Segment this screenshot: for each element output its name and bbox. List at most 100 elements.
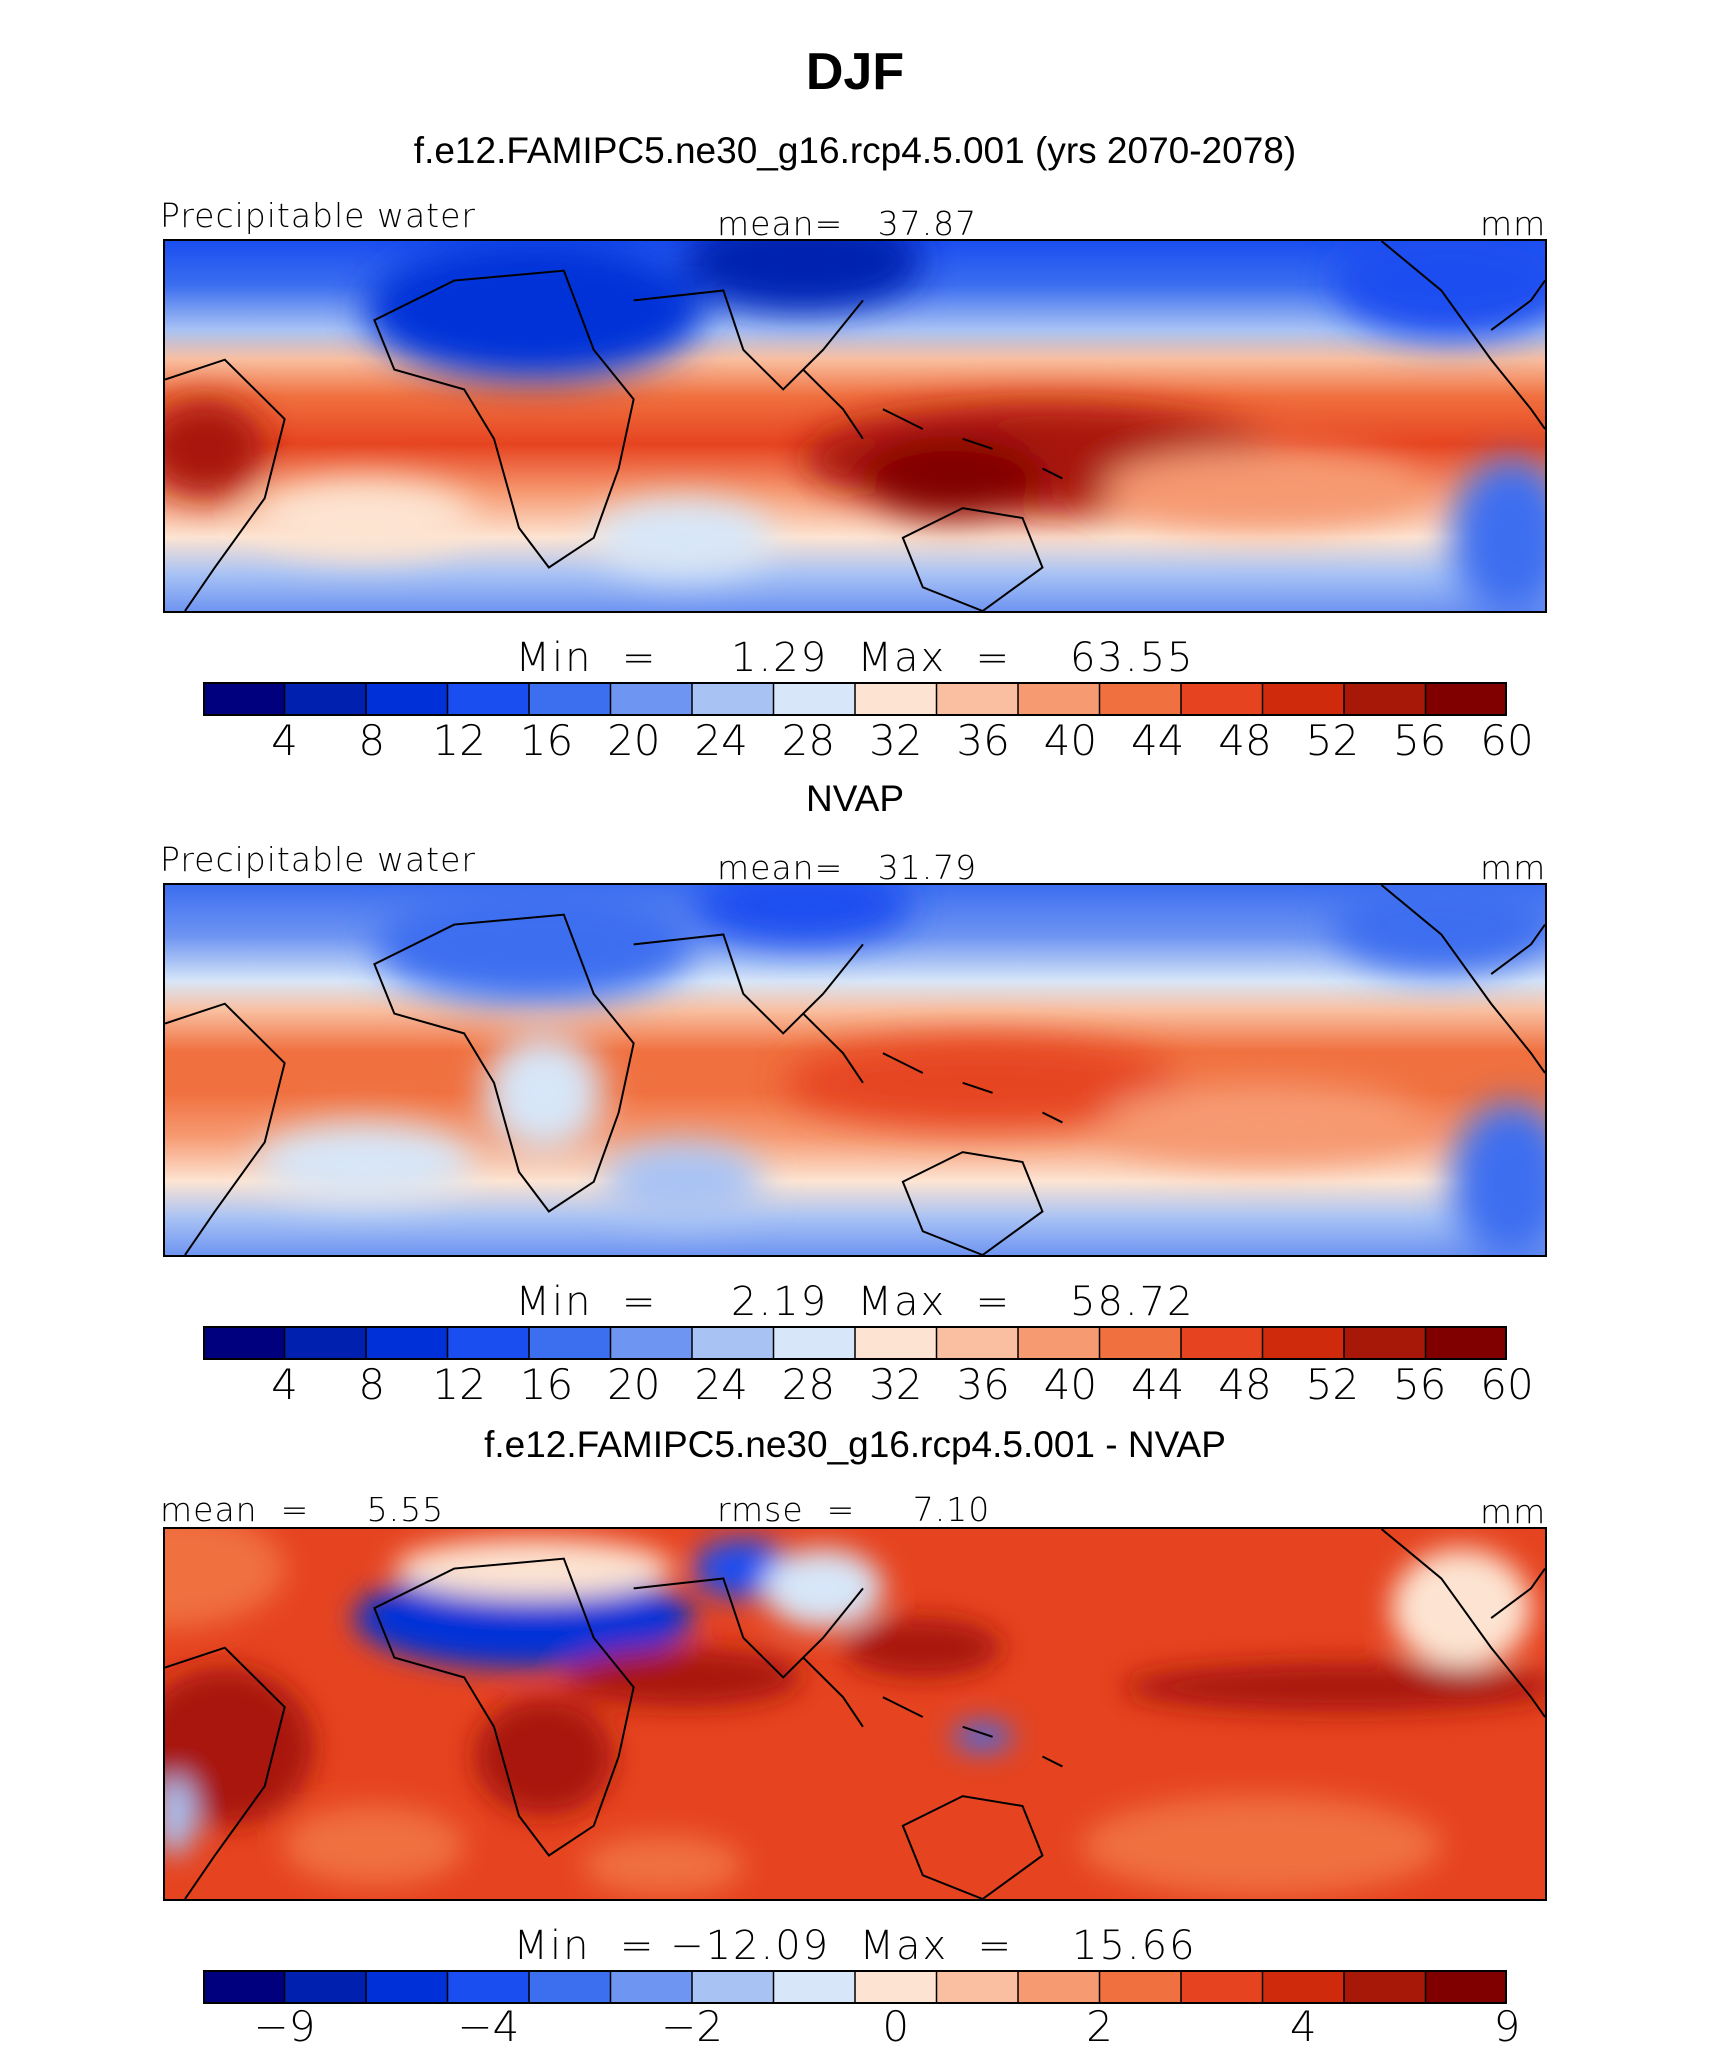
- colorbar-tick-label: 8: [358, 716, 386, 765]
- panel-2-stats: Min = 2.19 Max = 58.72: [515, 1279, 1195, 1325]
- colorbar-tick-label: 16: [519, 1360, 574, 1409]
- panel-3-rmse-label: rmse = 7.10: [717, 1490, 991, 1529]
- colorbar-box: [283, 682, 368, 716]
- colorbar-tick-label: 16: [519, 716, 574, 765]
- colorbar-tick-label: 4: [271, 1360, 298, 1409]
- panel-1-colorbar-svg: [203, 682, 1507, 716]
- panel-3-units-label: mm: [1480, 1492, 1547, 1531]
- colorbar-box: [1261, 1326, 1346, 1360]
- colorbar-outline: [203, 1326, 1507, 1360]
- colorbar-box: [365, 1970, 449, 2004]
- colorbar-box: [772, 1970, 857, 2004]
- panel-3-map: [163, 1527, 1547, 1901]
- colorbar-box: [203, 1970, 286, 2004]
- colorbar-box: [691, 682, 775, 716]
- colorbar-tick-label: 40: [1043, 1360, 1098, 1409]
- colorbar-box: [203, 1326, 286, 1360]
- colorbar-box: [935, 682, 1020, 716]
- panel-3-colorbar: [203, 1970, 1507, 2004]
- colorbar-box: [283, 1970, 368, 2004]
- colorbar-tick-label: 24: [694, 716, 748, 765]
- panel-3-stats: Min = −12.09 Max = 15.66: [513, 1923, 1197, 1969]
- colorbar-tick-label: 4: [1289, 2002, 1317, 2051]
- panel-2-colorbar: [203, 1326, 1507, 1360]
- colorbar-box: [283, 1326, 368, 1360]
- colorbar-box: [446, 682, 531, 716]
- panel-2-colorbar-ticks: 4 8 12 16 20 24 28 32 36 40 44 48 52 56 60: [0, 1360, 1710, 1410]
- colorbar-tick-label: 28: [781, 1360, 836, 1409]
- panel-2-mean-label: mean= 31.79: [717, 848, 978, 887]
- colorbar-box: [1343, 682, 1427, 716]
- colorbar-box: [1180, 1970, 1264, 2004]
- colorbar-box: [691, 1970, 775, 2004]
- colorbar-tick-label: 4: [271, 716, 298, 765]
- colorbar-box: [1261, 1970, 1346, 2004]
- colorbar-tick-label: 48: [1218, 1360, 1272, 1409]
- colorbar-box: [609, 1970, 694, 2004]
- colorbar-box: [854, 682, 938, 716]
- colorbar-tick-label: 28: [781, 716, 836, 765]
- colorbar-tick-label: 20: [607, 1360, 661, 1409]
- colorbar-box: [609, 682, 694, 716]
- colorbar-tick-label: 52: [1305, 1360, 1360, 1409]
- colorbar-tick-label: 52: [1305, 716, 1360, 765]
- panel-2-variable-label: Precipitable water: [160, 840, 476, 879]
- panel-2-units-label: mm: [1480, 848, 1547, 887]
- panel-3-colorbar-ticks: −9 −4 −2 0 2 4 9: [0, 2002, 1710, 2052]
- colorbar-box: [772, 682, 857, 716]
- colorbar-box: [1017, 682, 1101, 716]
- colorbar-tick-label: 56: [1392, 716, 1447, 765]
- colorbar-box: [1261, 682, 1346, 716]
- colorbar-box: [1180, 1326, 1264, 1360]
- panel-3-mean-label: mean = 5.55: [160, 1490, 445, 1529]
- colorbar-box: [609, 1326, 694, 1360]
- colorbar-box: [446, 1326, 531, 1360]
- panel-1-stats: Min = 1.29 Max = 63.55: [515, 635, 1195, 681]
- colorbar-box: [1180, 682, 1264, 716]
- panel-1-variable-label: Precipitable water: [160, 196, 476, 235]
- panel-1-title: f.e12.FAMIPC5.ne30_g16.rcp4.5.001 (yrs 2…: [413, 130, 1297, 171]
- panel-1-units-label: mm: [1480, 204, 1547, 243]
- colorbar-tick-label: 2: [1086, 2002, 1113, 2051]
- colorbar-tick-label: 36: [956, 1360, 1010, 1409]
- colorbar-tick-label: 0: [882, 2002, 910, 2051]
- colorbar-box: [772, 1326, 857, 1360]
- panel-2-colorbar-svg: [203, 1326, 1507, 1360]
- colorbar-box: [1098, 1970, 1183, 2004]
- colorbar-box: [446, 1970, 531, 2004]
- colorbar-tick-label: 36: [956, 716, 1010, 765]
- colorbar-box: [691, 1326, 775, 1360]
- colorbar-box: [1343, 1970, 1427, 2004]
- colorbar-box: [1424, 1970, 1507, 2004]
- colorbar-box: [365, 682, 449, 716]
- colorbar-tick-label: 60: [1480, 716, 1534, 765]
- colorbar-tick-label: 9: [1493, 2002, 1521, 2051]
- colorbar-box: [854, 1326, 938, 1360]
- panel-3-map-svg: [165, 1529, 1545, 1899]
- panel-3-colorbar-svg: [203, 1970, 1507, 2004]
- colorbar-box: [203, 682, 286, 716]
- colorbar-tick-label: −4: [457, 2002, 520, 2051]
- colorbar-box: [1098, 682, 1183, 716]
- colorbar-tick-label: 44: [1130, 1360, 1185, 1409]
- colorbar-box: [1017, 1970, 1101, 2004]
- colorbar-tick-label: 60: [1480, 1360, 1534, 1409]
- colorbar-outline: [203, 682, 1507, 716]
- panel-2-map-svg: [165, 885, 1545, 1255]
- colorbar-box: [528, 682, 612, 716]
- panel-2-map: [163, 883, 1547, 1257]
- colorbar-box: [528, 1970, 612, 2004]
- colorbar-box: [528, 1326, 612, 1360]
- colorbar-tick-label: 44: [1130, 716, 1185, 765]
- colorbar-box: [1098, 1326, 1183, 1360]
- panel-1-mean-label: mean= 37.87: [717, 204, 978, 243]
- colorbar-tick-label: 12: [432, 1360, 486, 1409]
- colorbar-box: [854, 1970, 938, 2004]
- panel-1-colorbar-ticks: 4 8 12 16 20 24 28 32 36 40 44 48 52 56 60: [0, 716, 1710, 766]
- colorbar-tick-label: 32: [869, 716, 923, 765]
- colorbar-tick-label: 32: [869, 1360, 923, 1409]
- colorbar-box: [1424, 682, 1507, 716]
- colorbar-tick-label: −9: [253, 2002, 316, 2051]
- colorbar-box: [935, 1970, 1020, 2004]
- colorbar-tick-label: 12: [432, 716, 486, 765]
